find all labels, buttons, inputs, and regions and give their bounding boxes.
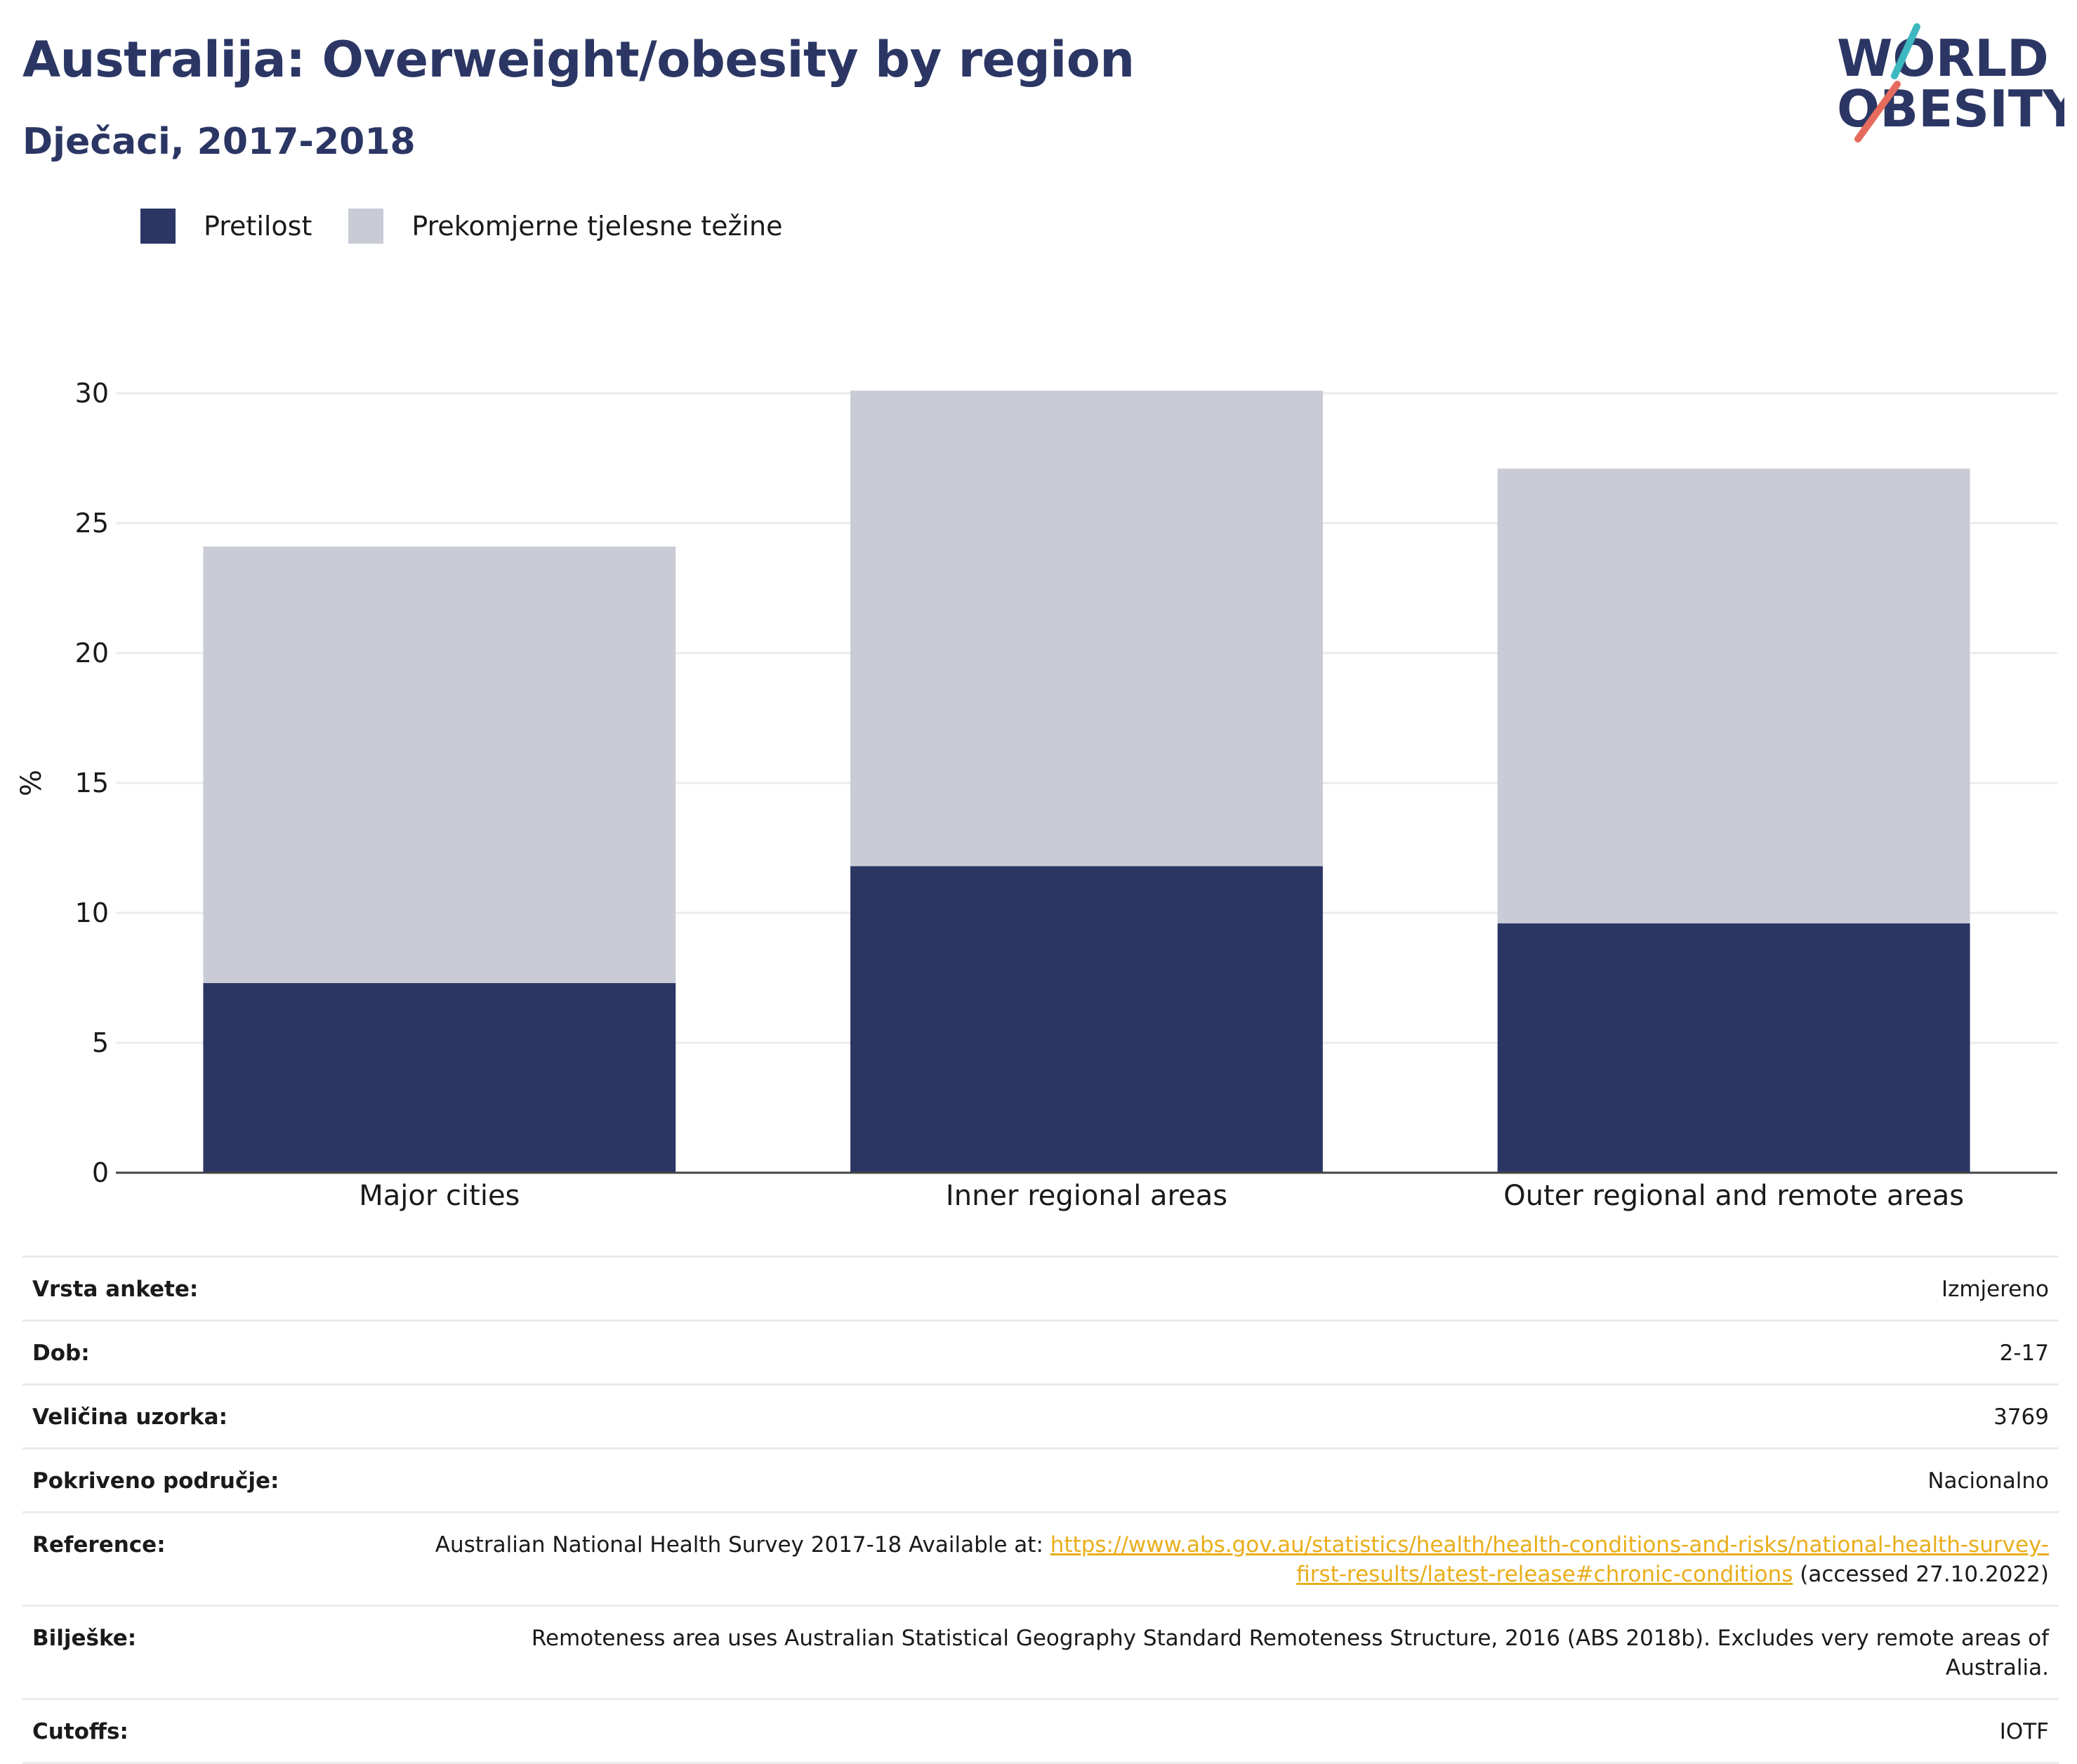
info-value: Nacionalno — [1927, 1468, 2049, 1494]
info-value: IOTF — [1999, 1719, 2049, 1744]
info-value: Izmjereno — [1941, 1277, 2049, 1302]
info-label: Veličina uzorka: — [32, 1404, 228, 1430]
info-label: Pokriveno područje: — [32, 1468, 279, 1494]
info-value: 3769 — [1993, 1404, 2049, 1430]
info-value: 2-17 — [1999, 1341, 2049, 1366]
bar-overweight — [203, 546, 676, 983]
legend-label-overweight: Prekomjerne tjelesne težine — [411, 211, 783, 242]
bar-overweight — [1497, 468, 1970, 923]
chart-subtitle: Dječaci, 2017-2018 — [22, 121, 416, 163]
bar-obesity — [203, 982, 676, 1173]
legend-item-obesity: Pretilost — [140, 209, 312, 244]
info-label: Vrsta ankete: — [32, 1277, 199, 1302]
reference-text: Australian National Health Survey 2017-1… — [435, 1532, 1050, 1558]
legend-swatch-overweight — [348, 209, 384, 244]
legend-label-obesity: Pretilost — [204, 211, 312, 242]
axes: 0 5 10 15 20 25 30 Major cities Inner regional a… — [75, 378, 2057, 1212]
chart-legend: Pretilost Prekomjerne tjelesne težine — [140, 208, 819, 244]
y-tick-label: 5 — [92, 1027, 109, 1058]
stacked-bar-chart: 0 5 10 15 20 25 30 Major cities Inner regional a… — [15, 378, 2057, 1212]
legend-item-overweight: Prekomjerne tjelesne težine — [348, 209, 783, 244]
logo-line2: OBESITY — [1837, 79, 2064, 138]
info-value: Australian National Health Survey 2017-1… — [434, 1530, 2049, 1589]
y-tick-label: 15 — [75, 768, 109, 798]
y-tick-label: 0 — [92, 1157, 109, 1188]
y-tick-label: 25 — [75, 508, 109, 539]
info-row: Reference: Australian National Health Sur… — [22, 1513, 2059, 1607]
y-tick-label: 20 — [75, 638, 109, 669]
logo-accent-coral — [1854, 81, 1901, 143]
info-label: Bilješke: — [32, 1626, 137, 1651]
x-category-label: Inner regional areas — [946, 1180, 1227, 1212]
reference-link[interactable]: https://www.abs.gov.au/statistics/health… — [1050, 1532, 2049, 1587]
info-row: Vrsta ankete: Izmjereno — [22, 1258, 2059, 1322]
bar-obesity — [850, 866, 1323, 1173]
logo-accent-teal — [1891, 23, 1920, 79]
info-row: Veličina uzorka: 3769 — [22, 1385, 2059, 1449]
legend-swatch-obesity — [140, 209, 176, 244]
y-tick-label: 30 — [75, 378, 109, 409]
info-row: Dob: 2-17 — [22, 1322, 2059, 1385]
info-row: Bilješke: Remoteness area uses Australian… — [22, 1607, 2059, 1700]
bars — [203, 390, 1970, 1173]
bar-overweight — [850, 390, 1323, 867]
info-label: Reference: — [32, 1532, 166, 1558]
logo-line1: WORLD — [1837, 29, 2049, 88]
info-label: Dob: — [32, 1341, 90, 1366]
survey-info-table: Vrsta ankete: Izmjereno Dob: 2-17 Veličina u… — [22, 1256, 2059, 1764]
info-value: Remoteness area uses Australian Statisti… — [531, 1626, 2049, 1680]
chart-title: Australija: Overweight/obesity by region — [22, 31, 1135, 88]
info-row: Cutoffs: IOTF — [22, 1700, 2059, 1764]
x-category-label: Outer regional and remote areas — [1503, 1180, 1964, 1212]
reference-accessed: (accessed 27.10.2022) — [1793, 1562, 2049, 1587]
info-label: Cutoffs: — [32, 1719, 128, 1744]
y-tick-label: 10 — [75, 897, 109, 928]
x-category-label: Major cities — [359, 1180, 520, 1212]
info-row: Pokriveno područje: Nacionalno — [22, 1449, 2059, 1513]
world-obesity-logo: WORLD OBESITY — [1837, 23, 2064, 143]
bar-obesity — [1497, 923, 1970, 1173]
y-axis-label: % — [15, 770, 48, 796]
